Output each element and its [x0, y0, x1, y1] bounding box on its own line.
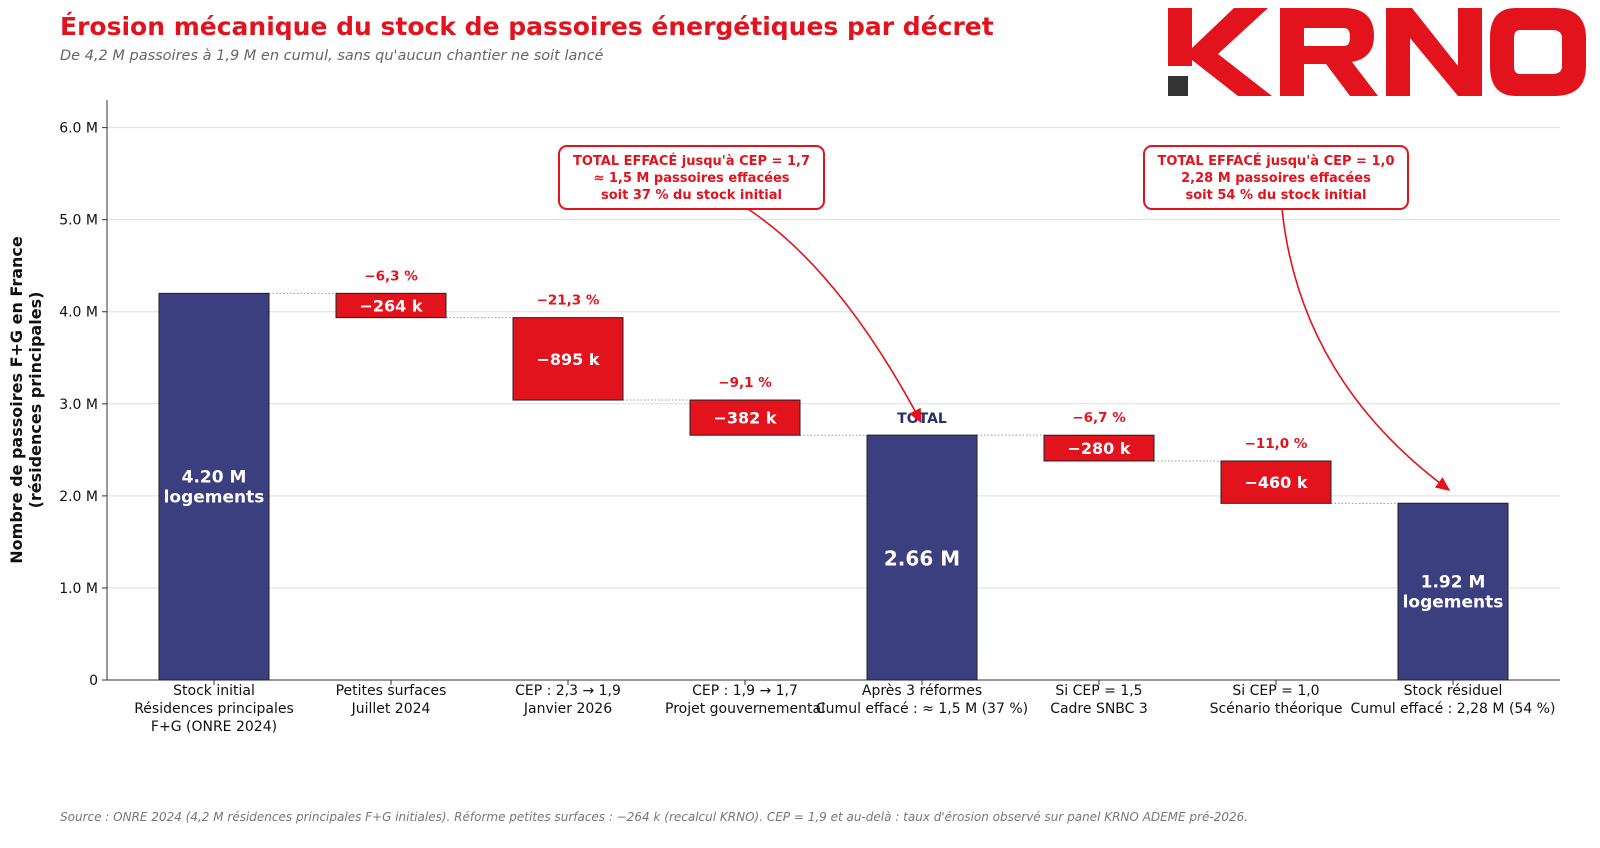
logo-letter-n [1386, 8, 1482, 96]
y-tick-label: 3.0 M [59, 397, 98, 413]
source-footnote: Source : ONRE 2024 (4,2 M résidences pri… [60, 810, 1249, 824]
annotation-arrow [747, 208, 922, 424]
y-tick-label: 2.0 M [59, 489, 98, 505]
annotation-arrow [1281, 208, 1451, 491]
x-category-label: Si CEP = 1,5 Cadre SNBC 3 [1050, 683, 1148, 717]
annotation-box [558, 145, 825, 210]
x-category-label: Stock initial Résidences principales F+G (… [134, 683, 294, 735]
decrease-pct-label: −6,3 % [364, 268, 418, 284]
logo-letter-k [1168, 8, 1272, 96]
chart-title: Érosion mécanique du stock de passoires … [60, 12, 994, 41]
total-bar [158, 292, 270, 681]
decrease-bar [335, 292, 447, 319]
krno-logo [1168, 8, 1586, 96]
y-axis-label: Nombre de passoires F+G en France(réside… [7, 236, 45, 564]
y-tick-label: 5.0 M [59, 213, 98, 229]
annotation-box [1143, 145, 1409, 210]
y-tick-label: 0 [89, 673, 98, 689]
annotation-text: TOTAL EFFACÉ jusqu'à CEP = 1,7 ≈ 1,5 M pa… [573, 153, 810, 203]
x-category-label: Stock résiduel Cumul effacé : 2,28 M (54 … [1351, 683, 1556, 717]
x-category-label: Petites surfaces Juillet 2024 [336, 683, 447, 717]
chart-subtitle: De 4,2 M passoires à 1,9 M en cumul, san… [60, 48, 604, 64]
logo-letter-r [1280, 8, 1378, 96]
x-category-label: CEP : 1,9 → 1,7 Projet gouvernemental [665, 683, 825, 717]
decrease-pct-label: −6,7 % [1072, 410, 1126, 426]
x-category-label: Après 3 réformes Cumul effacé : ≈ 1,5 M (… [816, 683, 1028, 717]
decrease-pct-label: −21,3 % [537, 293, 600, 309]
decrease-bar-label: −895 k [536, 350, 599, 369]
decrease-bar [1043, 434, 1155, 462]
x-category-label: Si CEP = 1,0 Scénario théorique [1210, 683, 1343, 717]
total-top-label: TOTAL [897, 411, 947, 427]
decrease-bar [1220, 460, 1332, 504]
annotation-text: TOTAL EFFACÉ jusqu'à CEP = 1,0 2,28 M pas… [1157, 153, 1394, 203]
decrease-pct-label: −9,1 % [718, 375, 772, 391]
y-tick-label: 6.0 M [59, 121, 98, 137]
decrease-bar [512, 317, 624, 401]
y-tick-label: 4.0 M [59, 305, 98, 321]
total-bar [1397, 502, 1509, 681]
logo-square-mark [1168, 76, 1188, 96]
x-category-label: CEP : 2,3 → 1,9 Janvier 2026 [515, 683, 621, 717]
decrease-bar-label: −280 k [1067, 439, 1130, 458]
y-tick-label: 1.0 M [59, 581, 98, 597]
decrease-bar-label: −460 k [1244, 473, 1307, 492]
decrease-pct-label: −11,0 % [1245, 436, 1308, 452]
decrease-bar [689, 399, 801, 436]
total-bar [866, 434, 978, 681]
total-bar-label: 2.66 M [884, 547, 960, 571]
decrease-bar-label: −264 k [359, 296, 422, 315]
decrease-bar-label: −382 k [713, 409, 776, 428]
logo-letter-o [1490, 8, 1586, 96]
